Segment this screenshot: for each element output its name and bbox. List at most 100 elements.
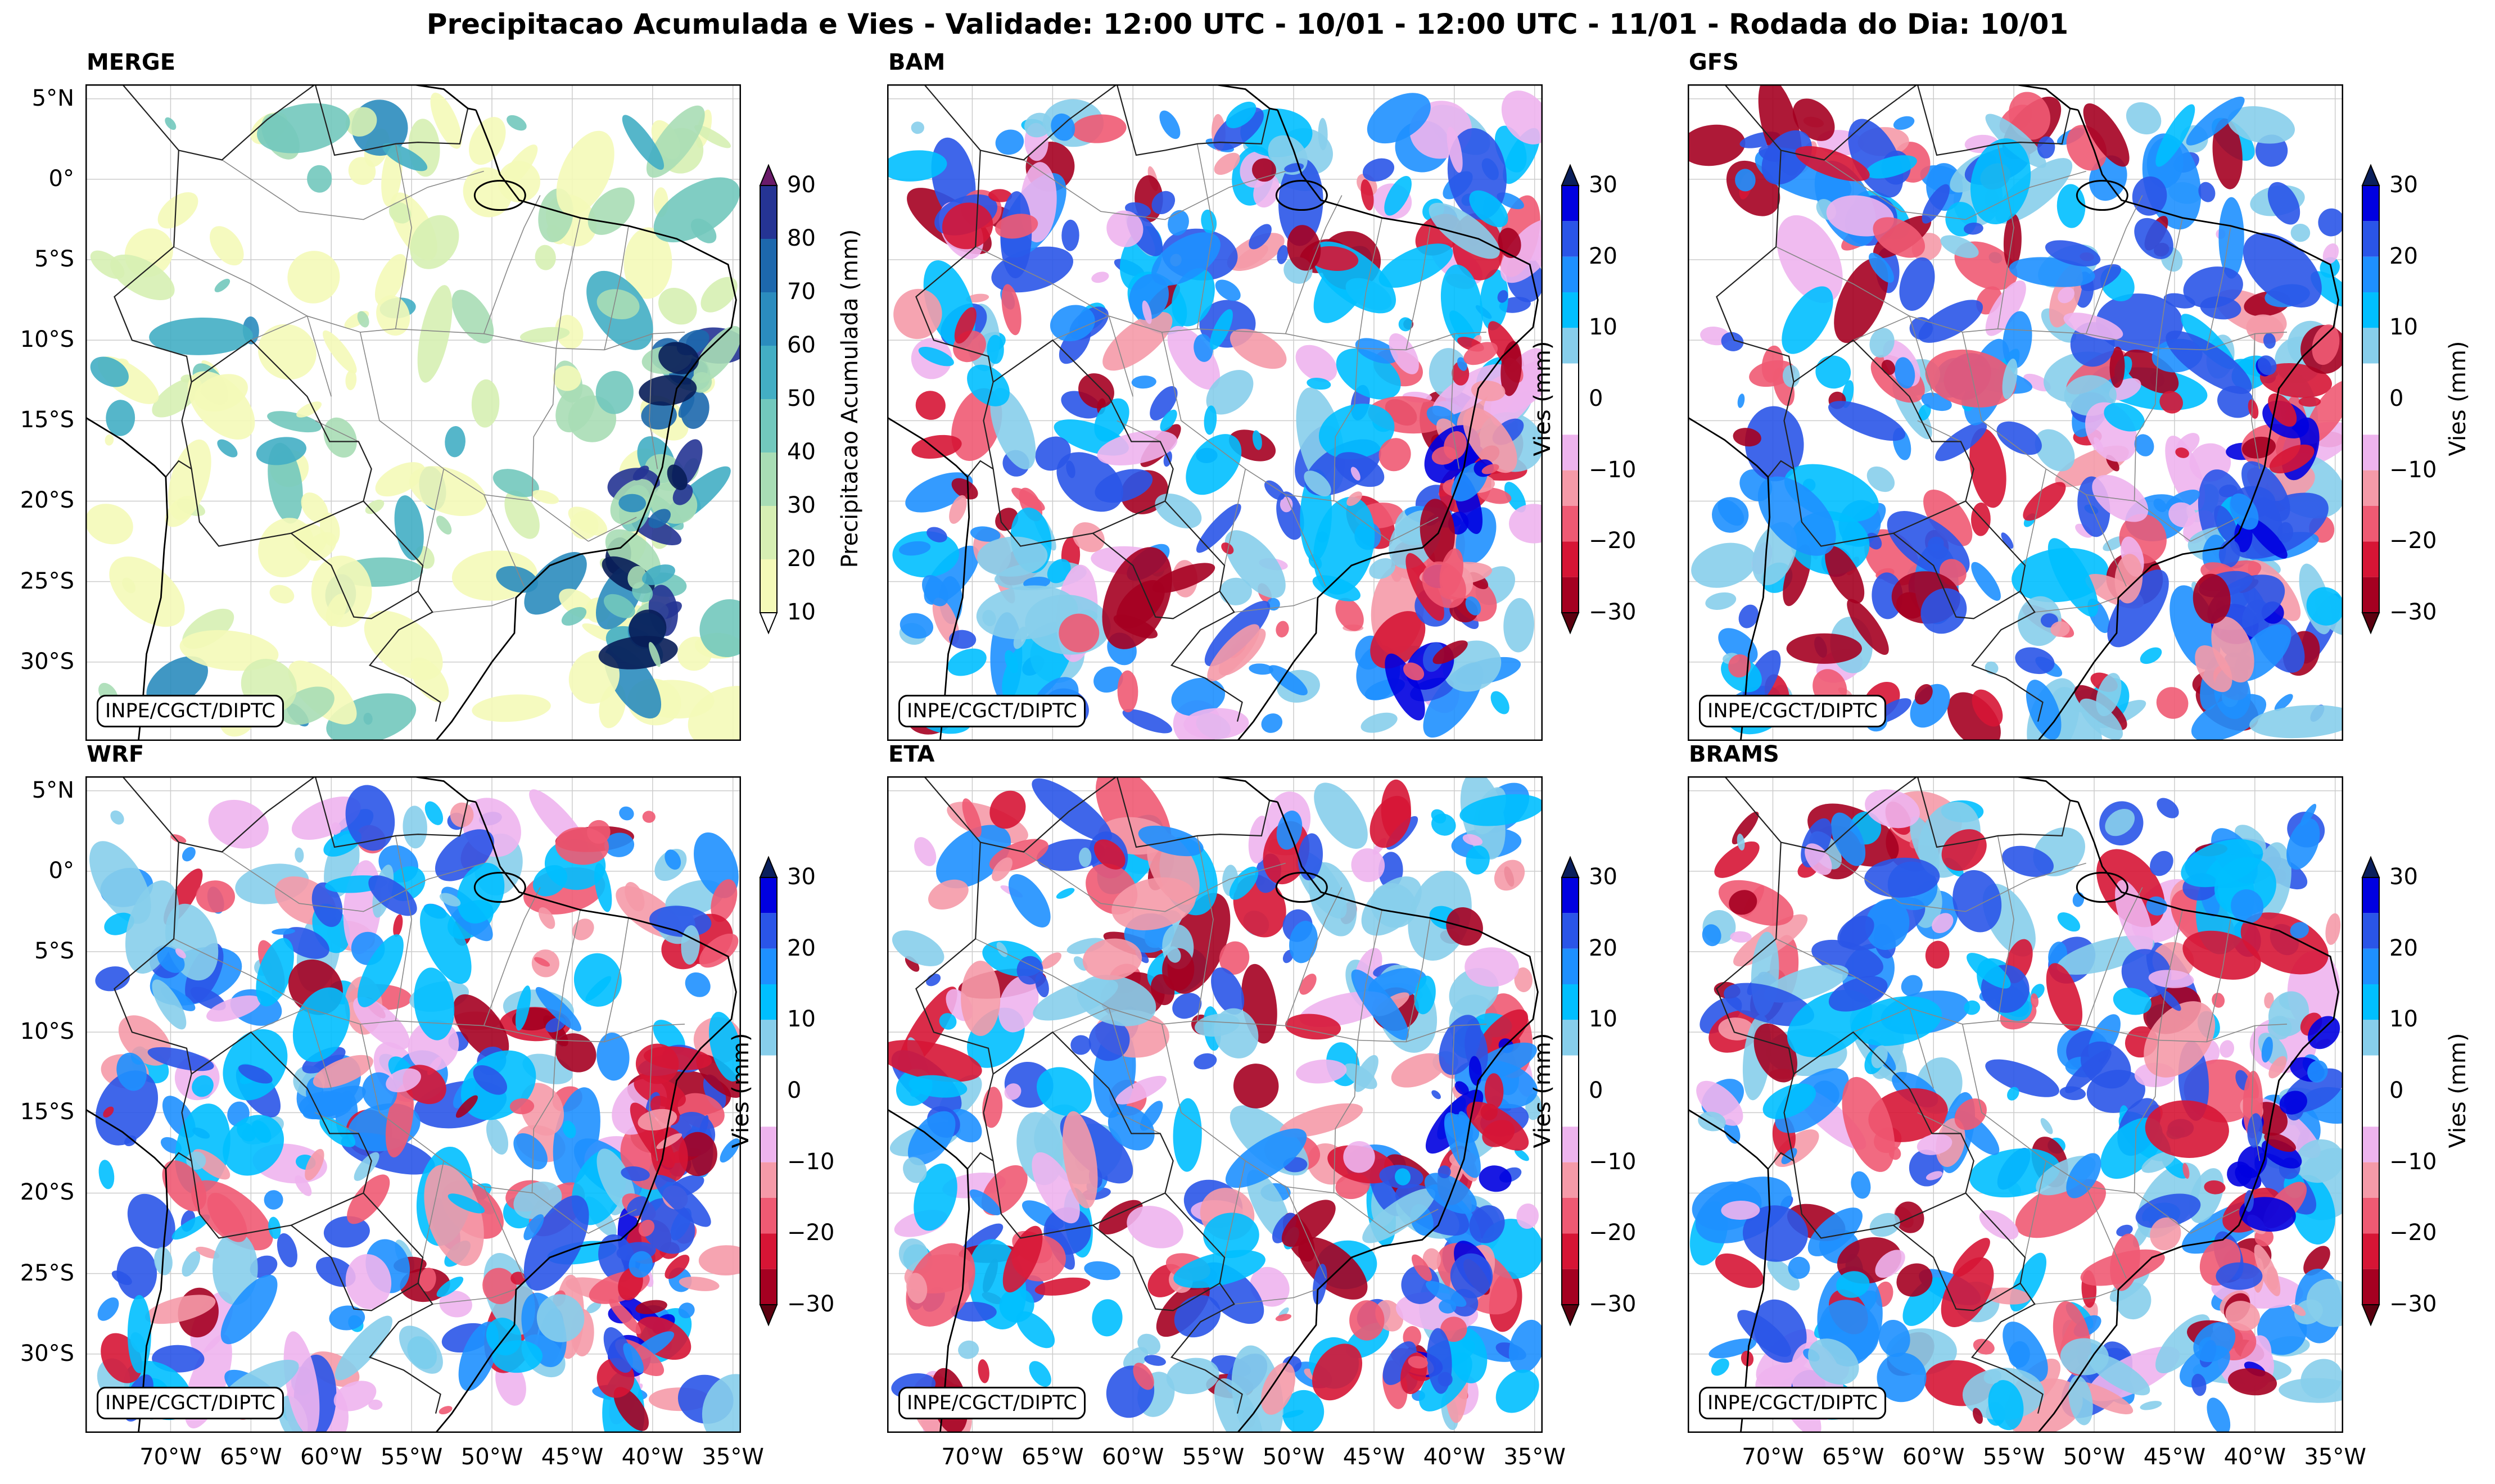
- field-cell: [2141, 1151, 2175, 1173]
- colorbar-tick-label: 40: [787, 439, 816, 465]
- field-cell: [307, 165, 332, 193]
- field-cell: [1490, 691, 1509, 714]
- colorbar-wrf: [759, 856, 778, 1327]
- field-cell: [305, 532, 337, 561]
- field-cell: [1367, 93, 1431, 144]
- field-cell: [523, 1214, 544, 1241]
- field-cell: [1971, 562, 2001, 601]
- field-cell: [987, 334, 1004, 364]
- field-cell: [587, 820, 611, 844]
- field-cell: [1834, 257, 1888, 343]
- field-cell: [1459, 794, 1543, 826]
- field-cell: [2290, 223, 2311, 242]
- field-cell: [1214, 152, 1240, 175]
- state-border: [1052, 1007, 1133, 1089]
- field-cell: [1996, 421, 2042, 455]
- field-cell: [639, 375, 697, 406]
- field-cell: [1984, 1287, 2031, 1305]
- field-cell: [2159, 391, 2184, 414]
- field-cell: [1036, 1067, 1092, 1116]
- field-cell: [2109, 346, 2125, 388]
- colorbar-band: [1562, 435, 1579, 470]
- field-cell: [1106, 210, 1143, 247]
- field-cell: [677, 636, 712, 671]
- field-cell: [998, 975, 1039, 1033]
- colorbar-tick-label: −20: [1589, 1220, 1637, 1246]
- field-cell: [1967, 953, 2011, 989]
- field-cell: [1715, 1253, 1764, 1288]
- state-border: [1961, 1024, 2191, 1234]
- field-cell: [1454, 1081, 1469, 1096]
- field-cell: [1970, 138, 2031, 225]
- field-cell: [942, 202, 993, 250]
- field-cell: [1514, 967, 1533, 993]
- field-cell: [1204, 405, 1217, 435]
- colorbar-tick-label: 30: [2389, 864, 2418, 890]
- field-cell: [1954, 1098, 1987, 1130]
- field-cell: [2259, 363, 2333, 398]
- colorbar-band: [2362, 1269, 2379, 1305]
- field-cell: [2207, 1397, 2231, 1433]
- field-cell: [1201, 209, 1217, 234]
- field-cell: [2003, 213, 2022, 270]
- state-border: [555, 910, 581, 1040]
- field-cell: [905, 956, 920, 972]
- colorbar-tick-label: 10: [1589, 314, 1617, 341]
- colorbar-band: [2362, 541, 2379, 577]
- field-cell: [1422, 561, 1466, 608]
- field-cell: [2249, 705, 2343, 739]
- field-cell: [2318, 208, 2343, 237]
- field-cell: [305, 1148, 324, 1181]
- field-cell: [2274, 694, 2293, 712]
- country-border: [1793, 1031, 1974, 1239]
- state-border: [1853, 315, 1934, 397]
- field-cell: [1411, 1254, 1432, 1282]
- field-cell: [258, 324, 317, 380]
- field-cell: [302, 1047, 346, 1074]
- field-cell: [237, 1122, 256, 1142]
- field-cell: [1059, 613, 1100, 653]
- field-cell: [1848, 119, 1904, 198]
- colorbar-band: [2362, 1020, 2379, 1056]
- field-cell: [538, 907, 555, 929]
- field-cell: [292, 987, 350, 1062]
- y-tick-label: 5°N: [31, 777, 74, 803]
- y-tick-label: 15°S: [20, 407, 74, 433]
- field-cell: [926, 527, 947, 542]
- field-cell: [2063, 313, 2123, 340]
- state-border: [173, 246, 685, 351]
- field-cell: [424, 801, 444, 825]
- field-cell: [1304, 470, 1331, 496]
- field-cell: [978, 1359, 989, 1383]
- colorbar-tick-label: 70: [787, 279, 816, 305]
- field-cell: [699, 599, 741, 658]
- figure-title: Precipitacao Acumulada e Vies - Validade…: [426, 8, 2069, 40]
- colorbar-band: [2362, 221, 2379, 257]
- state-border: [555, 218, 581, 349]
- field-cell: [1509, 504, 1543, 544]
- field-cell: [2248, 518, 2288, 559]
- state-border: [359, 1024, 589, 1234]
- field-cell: [702, 1374, 741, 1433]
- field-cell: [1282, 1410, 1304, 1418]
- field-cell: [168, 439, 211, 521]
- x-tick-label: 45°W: [1343, 1444, 1405, 1470]
- country-border: [178, 84, 316, 161]
- field-cell: [988, 189, 1013, 202]
- field-cell: [1828, 976, 1888, 1012]
- field-cell: [2155, 104, 2195, 167]
- colorbar-body: [759, 164, 778, 635]
- field-cell: [1117, 670, 1138, 713]
- colorbar-extend-max: [1561, 856, 1580, 878]
- state-border: [1824, 851, 2086, 912]
- credit-box: INPE/CGCT/DIPTC: [898, 695, 1086, 727]
- colorbar-band: [1562, 1269, 1579, 1305]
- state-border: [1161, 332, 1390, 542]
- state-border: [395, 143, 412, 329]
- field-cell: [486, 1118, 509, 1155]
- field-cell: [604, 833, 635, 857]
- field-cell: [1738, 604, 1759, 628]
- field-cell: [2113, 988, 2152, 1015]
- field-cell: [471, 379, 500, 428]
- y-tick-label: 0°: [48, 857, 74, 884]
